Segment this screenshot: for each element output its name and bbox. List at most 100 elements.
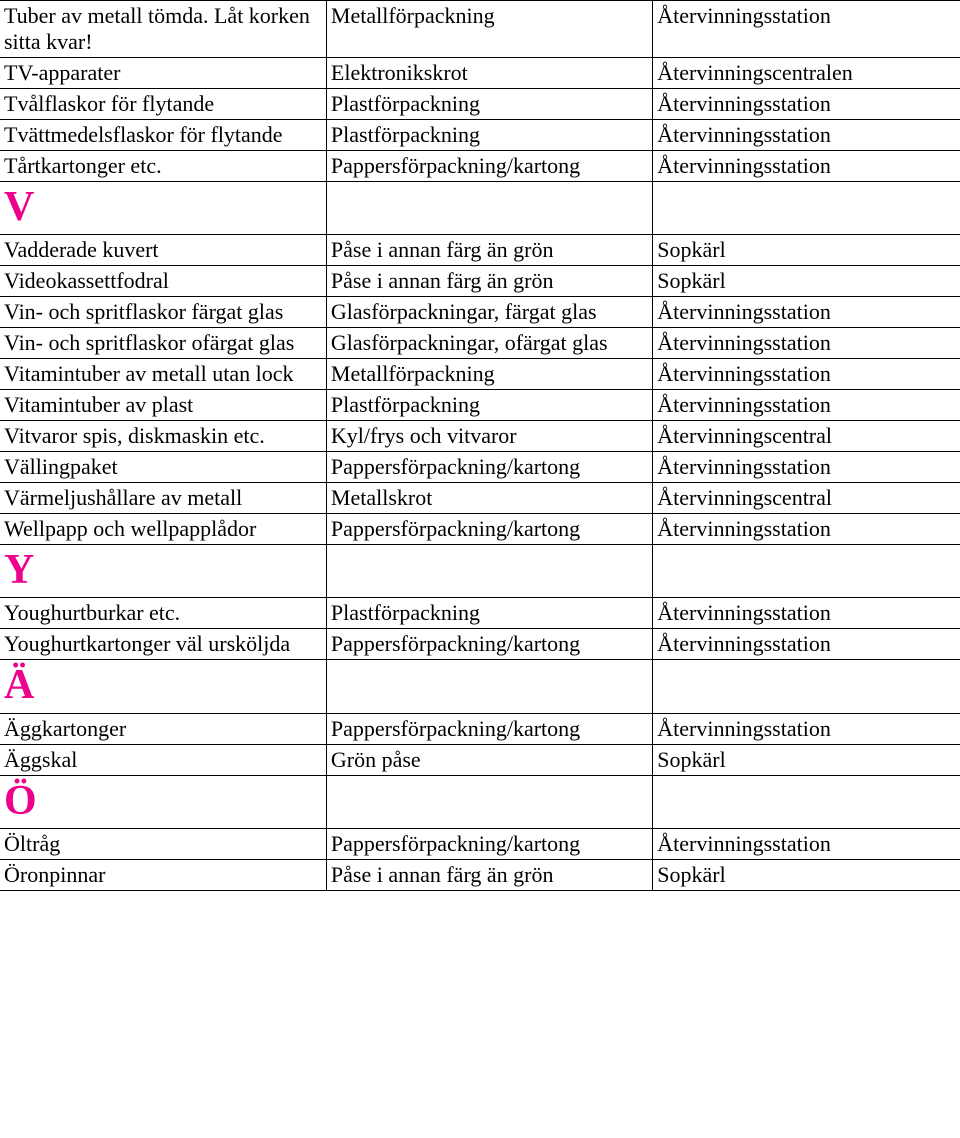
empty-cell (326, 660, 652, 713)
cell-location: Återvinningscentral (653, 421, 960, 452)
cell-item: Tvålflaskor för flytande (0, 89, 326, 120)
table-row: Öronpinnar Påse i annan färg än grön Sop… (0, 859, 960, 890)
cell-item: Äggskal (0, 744, 326, 775)
cell-item: Youghurtkartonger väl ursköljda (0, 629, 326, 660)
table-row: Vitamintuber av plast Plastförpackning Å… (0, 390, 960, 421)
cell-location: Återvinningsstation (653, 828, 960, 859)
section-row-oe: Ö (0, 775, 960, 828)
cell-category: Metallskrot (326, 483, 652, 514)
cell-category: Grön påse (326, 744, 652, 775)
cell-item: Vitamintuber av metall utan lock (0, 359, 326, 390)
cell-item: Vadderade kuvert (0, 235, 326, 266)
cell-location: Återvinningsstation (653, 297, 960, 328)
empty-cell (326, 545, 652, 598)
table-row: Öltråg Pappersförpackning/kartong Återvi… (0, 828, 960, 859)
cell-category: Metallförpackning (326, 359, 652, 390)
table-row: Videokassettfodral Påse i annan färg än … (0, 266, 960, 297)
cell-location: Återvinningsstation (653, 390, 960, 421)
table-row: Värmeljushållare av metall Metallskrot Å… (0, 483, 960, 514)
cell-location: Sopkärl (653, 235, 960, 266)
cell-item: Värmeljushållare av metall (0, 483, 326, 514)
cell-category: Pappersförpackning/kartong (326, 452, 652, 483)
table-row: Wellpapp och wellpapplådor Pappersförpac… (0, 514, 960, 545)
cell-item: Videokassettfodral (0, 266, 326, 297)
cell-category: Kyl/frys och vitvaror (326, 421, 652, 452)
cell-category: Pappersförpackning/kartong (326, 514, 652, 545)
cell-location: Återvinningsstation (653, 713, 960, 744)
cell-category: Påse i annan färg än grön (326, 235, 652, 266)
empty-cell (326, 775, 652, 828)
cell-item: Vin- och spritflaskor färgat glas (0, 297, 326, 328)
table-row: Youghurtkartonger väl ursköljda Pappersf… (0, 629, 960, 660)
section-letter-v: V (0, 182, 326, 235)
table-row: Vällingpaket Pappersförpackning/kartong … (0, 452, 960, 483)
cell-location: Återvinningsstation (653, 514, 960, 545)
section-row-ae: Ä (0, 660, 960, 713)
cell-item: Tuber av metall tömda. Låt korken sitta … (0, 1, 326, 58)
cell-category: Plastförpackning (326, 598, 652, 629)
cell-item: Tårtkartonger etc. (0, 151, 326, 182)
recycling-table: Tuber av metall tömda. Låt korken sitta … (0, 0, 960, 891)
section-letter-y: Y (0, 545, 326, 598)
table-row: Vadderade kuvert Påse i annan färg än gr… (0, 235, 960, 266)
cell-category: Pappersförpackning/kartong (326, 151, 652, 182)
table-row: Vin- och spritflaskor ofärgat glas Glasf… (0, 328, 960, 359)
cell-item: Vitvaror spis, diskmaskin etc. (0, 421, 326, 452)
section-row-y: Y (0, 545, 960, 598)
cell-location: Återvinningsstation (653, 452, 960, 483)
table-row: Youghurtburkar etc. Plastförpackning Åte… (0, 598, 960, 629)
cell-location: Återvinningscentral (653, 483, 960, 514)
cell-item: Vin- och spritflaskor ofärgat glas (0, 328, 326, 359)
cell-location: Återvinningscentralen (653, 58, 960, 89)
cell-item: Tvättmedelsflaskor för flytande (0, 120, 326, 151)
table-row: Vin- och spritflaskor färgat glas Glasfö… (0, 297, 960, 328)
cell-category: Pappersförpackning/kartong (326, 629, 652, 660)
cell-location: Återvinningsstation (653, 1, 960, 58)
cell-location: Återvinningsstation (653, 89, 960, 120)
empty-cell (653, 545, 960, 598)
cell-category: Pappersförpackning/kartong (326, 713, 652, 744)
cell-category: Elektronikskrot (326, 58, 652, 89)
section-letter-ae: Ä (0, 660, 326, 713)
cell-location: Sopkärl (653, 859, 960, 890)
cell-location: Återvinningsstation (653, 359, 960, 390)
cell-item: Wellpapp och wellpapplådor (0, 514, 326, 545)
cell-category: Plastförpackning (326, 120, 652, 151)
cell-location: Återvinningsstation (653, 120, 960, 151)
cell-category: Påse i annan färg än grön (326, 266, 652, 297)
cell-item: Vällingpaket (0, 452, 326, 483)
cell-item: TV-apparater (0, 58, 326, 89)
table-row: Tårtkartonger etc. Pappersförpackning/ka… (0, 151, 960, 182)
empty-cell (326, 182, 652, 235)
cell-item: Äggkartonger (0, 713, 326, 744)
section-row-v: V (0, 182, 960, 235)
cell-location: Återvinningsstation (653, 151, 960, 182)
cell-category: Pappersförpackning/kartong (326, 828, 652, 859)
cell-item: Youghurtburkar etc. (0, 598, 326, 629)
table-row: Tvättmedelsflaskor för flytande Plastför… (0, 120, 960, 151)
cell-location: Sopkärl (653, 744, 960, 775)
cell-location: Sopkärl (653, 266, 960, 297)
cell-location: Återvinningsstation (653, 629, 960, 660)
table-row: Tvålflaskor för flytande Plastförpacknin… (0, 89, 960, 120)
cell-item: Öltråg (0, 828, 326, 859)
table-row: Vitamintuber av metall utan lock Metallf… (0, 359, 960, 390)
table-row: Äggskal Grön påse Sopkärl (0, 744, 960, 775)
cell-category: Glasförpackningar, ofärgat glas (326, 328, 652, 359)
cell-item: Vitamintuber av plast (0, 390, 326, 421)
cell-location: Återvinningsstation (653, 598, 960, 629)
cell-category: Plastförpackning (326, 390, 652, 421)
table-row: Tuber av metall tömda. Låt korken sitta … (0, 1, 960, 58)
cell-location: Återvinningsstation (653, 328, 960, 359)
empty-cell (653, 660, 960, 713)
empty-cell (653, 775, 960, 828)
table-row: TV-apparater Elektronikskrot Återvinning… (0, 58, 960, 89)
empty-cell (653, 182, 960, 235)
cell-item: Öronpinnar (0, 859, 326, 890)
cell-category: Metallförpackning (326, 1, 652, 58)
cell-category: Plastförpackning (326, 89, 652, 120)
table-row: Vitvaror spis, diskmaskin etc. Kyl/frys … (0, 421, 960, 452)
section-letter-oe: Ö (0, 775, 326, 828)
cell-category: Påse i annan färg än grön (326, 859, 652, 890)
cell-category: Glasförpackningar, färgat glas (326, 297, 652, 328)
